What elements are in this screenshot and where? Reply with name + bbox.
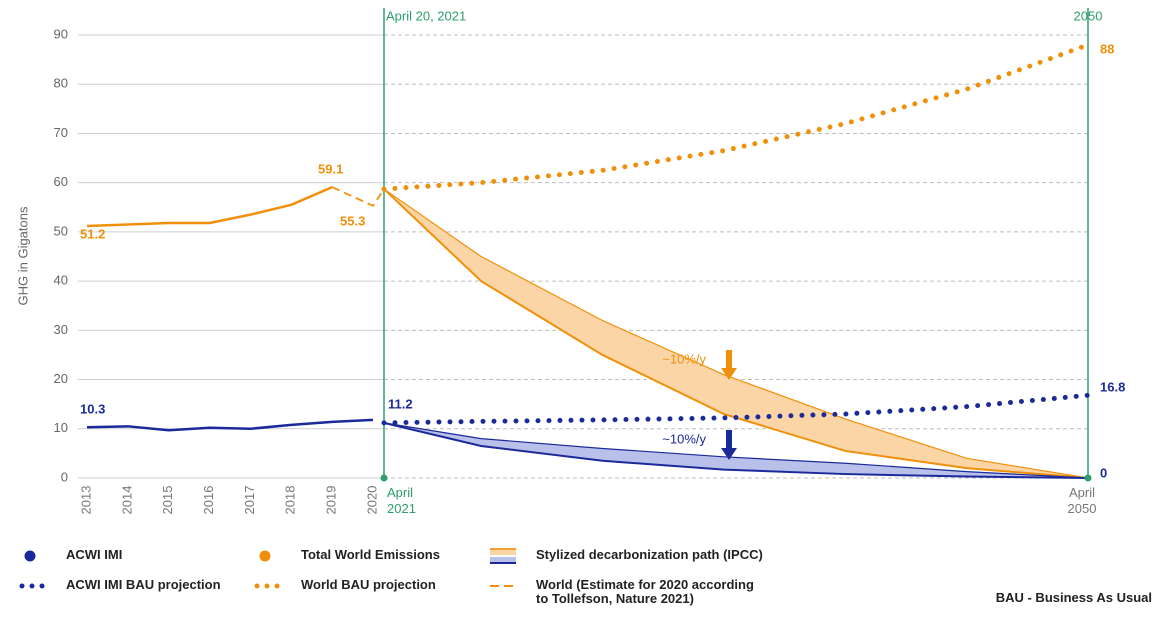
legend-icon-part [19,583,25,589]
annotation: ~10%/y [662,431,706,446]
series-line [381,392,1091,426]
series-line [331,186,385,207]
marker-dot [380,474,388,482]
annotation-arrow [726,350,732,368]
marker-tick-label: April 2050 [1068,485,1097,516]
legend-label: ACWI IMI BAU projection [66,577,221,592]
legend-icon-part [39,583,45,589]
y-tick-label: 10 [54,420,68,435]
series-line [86,185,333,228]
legend-icon-part [274,583,280,589]
legend-icon [19,583,45,589]
legend-icon [254,583,280,589]
legend: ACWI IMI ACWI IMI BAU projection Total Wor… [18,548,1148,618]
legend-icon-part [259,550,271,562]
x-tick-label: 2013 [78,486,93,515]
series-line [381,42,1091,192]
note: BAU - Business As Usual [995,590,1152,605]
value-label: 0 [1100,465,1107,480]
band-area [384,189,1088,478]
legend-item: Stylized decarbonization path (IPCC) [488,548,948,578]
band-edge [383,422,1089,479]
annotation-arrow [721,448,737,460]
legend-item: ACWI IMI [18,548,253,578]
band-edge [383,188,1089,479]
y-tick-label: 0 [61,469,68,484]
y-axis-label: GHG in Gigatons [15,206,30,305]
legend-item: Total World Emissions [253,548,488,578]
y-tick-label: 60 [54,174,68,189]
legend-label: World BAU projection [301,577,436,592]
chart: GHG in Gigatons 0 10 20 30 40 50 60 70 80 90 2013 2… [15,8,1125,516]
legend-icon-part [254,583,260,589]
y-tick-label: 70 [54,125,68,140]
legend-item: World (Estimate for 2020 according to To… [488,578,948,608]
x-tick-label: 2017 [242,486,257,515]
x-tick-label: 2016 [201,486,216,515]
band-edge [383,188,1089,479]
legend-icon [490,585,518,587]
value-label: 51.2 [80,226,105,241]
x-tick-label: 2020 [364,486,379,515]
legend-icon [24,550,36,562]
series-line [86,418,374,432]
value-label: 11.2 [388,396,413,411]
legend-icon-part [24,550,36,562]
x-tick-label: 2018 [283,486,298,515]
y-tick-label: 40 [54,273,68,288]
y-tick-label: 50 [54,223,68,238]
legend-label: Stylized decarbonization path (IPCC) [536,547,763,562]
legend-label: ACWI IMI [66,547,123,562]
value-label: 55.3 [340,213,365,228]
annotation-arrow [721,368,737,380]
y-tick-label: 20 [54,371,68,386]
x-tick-label: 2015 [160,486,175,515]
legend-icon-part [264,583,270,589]
legend-label: World (Estimate for 2020 according to To… [536,577,754,606]
value-label: 16.8 [1100,379,1125,394]
annotation-arrow [726,430,732,448]
marker-label: April 20, 2021 [386,8,466,23]
legend-label: Total World Emissions [301,547,440,562]
legend-icon [259,550,271,562]
value-label: 10.3 [80,401,105,416]
legend-icon-part [490,548,516,555]
legend-icon-part [490,557,516,564]
marker-dot [1084,474,1092,482]
marker-label: 2050 [1074,8,1103,23]
x-tick-label: 2019 [324,486,339,515]
y-tick-label: 30 [54,322,68,337]
value-label: 59.1 [318,161,343,176]
y-tick-label: 80 [54,76,68,91]
legend-icon [490,548,516,564]
y-tick-label: 90 [54,26,68,41]
marker-tick-label: April 2021 [387,485,416,516]
annotation: ~10%/y [662,351,706,366]
band-edge [383,421,1089,479]
legend-icon-part [29,583,35,589]
value-label: 88 [1100,41,1114,56]
legend-item: World BAU projection [253,578,488,608]
legend-item: ACWI IMI BAU projection [18,578,253,608]
x-tick-label: 2014 [119,486,134,515]
